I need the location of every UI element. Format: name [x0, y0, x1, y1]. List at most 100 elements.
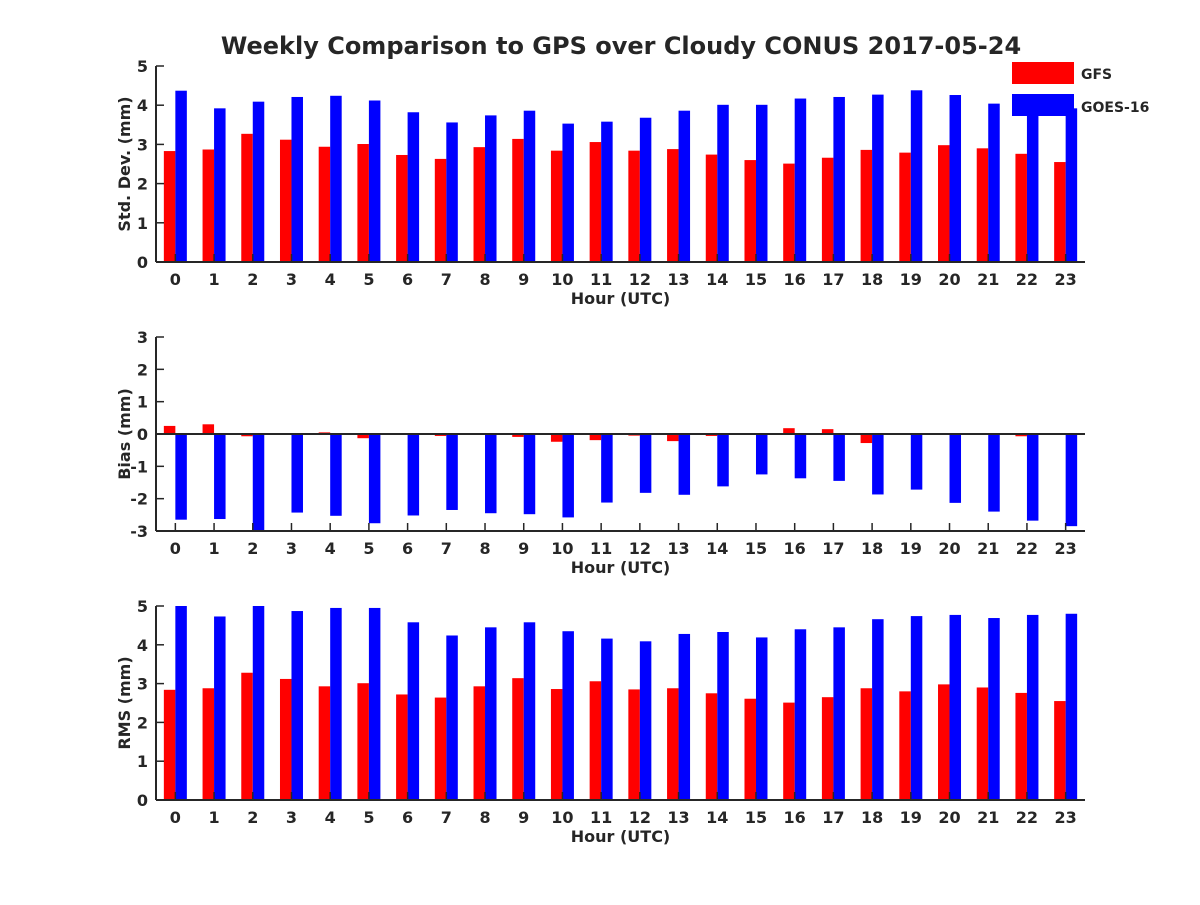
bar-std-dev-goes16-18: [872, 94, 884, 263]
y-tick-label: 1: [137, 393, 148, 412]
x-tick-label: 19: [900, 808, 922, 827]
x-tick-label: 10: [551, 270, 573, 289]
bar-std-dev-goes16-11: [601, 121, 613, 262]
x-tick-label: 23: [1055, 808, 1077, 827]
x-tick-label: 21: [977, 539, 999, 558]
y-tick-label: 4: [137, 636, 148, 655]
bar-rms-goes16-14: [717, 632, 729, 800]
bar-std-dev-gfs-12: [628, 150, 640, 262]
x-tick-label: 6: [402, 808, 413, 827]
bar-std-dev-goes16-15: [755, 104, 768, 262]
x-tick-label: 16: [784, 539, 806, 558]
legend-label-gfs: GFS: [1081, 67, 1112, 83]
x-tick-label: 12: [629, 808, 651, 827]
y-tick-label: 3: [137, 328, 148, 347]
bar-bias-goes16-15: [755, 434, 768, 475]
bar-bias-goes16-19: [910, 434, 923, 490]
y-tick-label: 0: [137, 425, 148, 444]
bar-std-dev-gfs-6: [396, 154, 408, 262]
bar-bias-gfs-11: [589, 434, 602, 441]
bar-std-dev-gfs-9: [512, 138, 524, 262]
x-tick-label: 14: [706, 539, 728, 558]
bar-std-dev-gfs-7: [434, 158, 447, 262]
x-tick-label: 4: [325, 808, 336, 827]
x-tick-label: 0: [170, 270, 181, 289]
bar-rms-goes16-23: [1065, 613, 1078, 800]
bar-bias-goes16-8: [485, 434, 497, 514]
bar-rms-gfs-17: [821, 697, 834, 800]
bar-bias-goes16-17: [833, 434, 845, 481]
bar-rms-gfs-13: [667, 688, 679, 800]
bar-rms-gfs-19: [899, 691, 911, 800]
x-axis-title: Hour (UTC): [571, 827, 671, 846]
bar-std-dev-gfs-2: [241, 133, 253, 262]
x-tick-label: 3: [286, 808, 297, 827]
y-tick-label: 0: [137, 791, 148, 810]
legend: GFS GOES-16: [1012, 62, 1149, 116]
bar-std-dev-goes16-2: [252, 101, 265, 262]
bar-std-dev-gfs-5: [357, 144, 369, 262]
bar-std-dev-gfs-4: [318, 146, 331, 262]
bar-std-dev-gfs-16: [783, 163, 795, 262]
bar-rms-goes16-22: [1026, 614, 1039, 800]
bar-rms-gfs-10: [550, 689, 563, 800]
x-tick-label: 5: [363, 539, 374, 558]
bar-std-dev-goes16-23: [1065, 108, 1078, 262]
bar-std-dev-gfs-13: [667, 149, 679, 262]
bar-rms-goes16-15: [755, 637, 768, 800]
y-tick-label: 2: [137, 713, 148, 732]
x-tick-label: 4: [325, 539, 336, 558]
bar-bias-goes16-14: [717, 434, 729, 487]
x-tick-label: 1: [208, 808, 219, 827]
x-tick-label: 14: [706, 808, 728, 827]
x-axis-title: Hour (UTC): [571, 558, 671, 577]
bar-rms-goes16-7: [446, 635, 458, 800]
bar-bias-goes16-6: [407, 434, 420, 516]
legend-swatch-goes16: [1012, 94, 1074, 116]
y-tick-label: 1: [137, 752, 148, 771]
bar-rms-gfs-15: [744, 698, 756, 800]
x-tick-label: 11: [590, 539, 612, 558]
bar-rms-gfs-18: [860, 688, 873, 800]
bar-bias-goes16-18: [872, 434, 884, 495]
bar-rms-gfs-21: [976, 687, 989, 800]
bar-rms-gfs-2: [241, 672, 253, 800]
y-tick-label: -3: [130, 522, 148, 541]
legend-label-goes16: GOES-16: [1081, 100, 1149, 116]
x-tick-label: 22: [1016, 539, 1038, 558]
x-tick-label: 7: [441, 808, 452, 827]
bar-bias-goes16-0: [175, 434, 187, 520]
y-axis-title: Bias (mm): [115, 388, 134, 480]
bar-rms-goes16-21: [988, 618, 1000, 800]
bar-std-dev-goes16-4: [330, 95, 342, 262]
bar-std-dev-goes16-20: [949, 95, 962, 262]
x-tick-label: 5: [363, 808, 374, 827]
x-tick-label: 2: [247, 270, 258, 289]
bar-std-dev-goes16-6: [407, 112, 420, 262]
x-tick-label: 22: [1016, 808, 1038, 827]
x-tick-label: 6: [402, 270, 413, 289]
x-tick-label: 20: [938, 808, 960, 827]
x-tick-label: 15: [745, 539, 767, 558]
bar-rms-goes16-1: [214, 616, 226, 800]
x-tick-label: 11: [590, 808, 612, 827]
bar-bias-goes16-9: [523, 434, 536, 515]
bar-bias-goes16-10: [562, 434, 574, 518]
y-tick-label: 1: [137, 214, 148, 233]
x-tick-label: 3: [286, 270, 297, 289]
bar-rms-goes16-5: [368, 607, 381, 800]
x-tick-label: 9: [518, 270, 529, 289]
x-tick-label: 15: [745, 808, 767, 827]
bar-rms-goes16-3: [291, 611, 303, 800]
y-axis-title: Std. Dev. (mm): [115, 96, 134, 231]
bar-std-dev-goes16-12: [639, 117, 652, 263]
x-tick-label: 9: [518, 808, 529, 827]
x-tick-label: 7: [441, 539, 452, 558]
x-tick-label: 19: [900, 270, 922, 289]
bar-rms-gfs-14: [705, 693, 718, 800]
bar-rms-goes16-9: [523, 622, 536, 800]
y-tick-label: 5: [137, 57, 148, 76]
y-tick-label: 5: [137, 597, 148, 616]
legend-swatch-gfs: [1012, 62, 1074, 84]
x-tick-label: 23: [1055, 539, 1077, 558]
